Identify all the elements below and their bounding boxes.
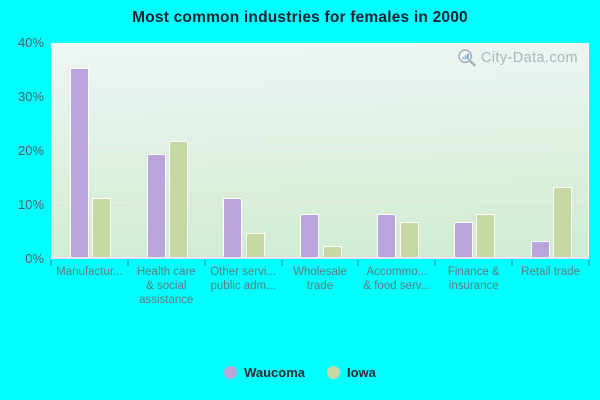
x-axis-tick — [203, 260, 206, 266]
legend-label: Iowa — [347, 365, 376, 380]
legend-label: Waucoma — [244, 365, 305, 380]
x-axis-tick — [511, 260, 514, 266]
iowa-bar — [553, 186, 573, 257]
waucoma-bar — [453, 221, 473, 257]
legend: Waucoma Iowa — [0, 365, 600, 380]
x-axis-tick — [434, 260, 437, 266]
watermark: City-Data.com — [457, 48, 578, 68]
x-axis-tick — [280, 260, 283, 266]
legend-item-iowa: Iowa — [327, 365, 376, 380]
x-category-label: Manufactur... — [56, 266, 123, 278]
waucoma-bar — [377, 213, 397, 257]
chart-title: Most common industries for females in 20… — [132, 9, 468, 26]
y-tick-label: 0% — [25, 251, 44, 266]
x-category-label: Other servi... public adm... — [210, 266, 277, 292]
x-category-label: Health care & social assistance — [136, 266, 196, 306]
iowa-bar — [92, 197, 112, 257]
x-category-label: Retail trade — [521, 266, 580, 278]
x-axis-tick — [126, 260, 129, 266]
waucoma-bar — [146, 154, 166, 257]
waucoma-bar — [223, 197, 243, 257]
x-axis-tick — [50, 260, 52, 266]
iowa-bar — [169, 140, 189, 257]
gridline-30 — [52, 94, 588, 95]
gridline-10 — [52, 202, 588, 203]
waucoma-bar — [300, 213, 320, 257]
watermark-text: City-Data.com — [480, 50, 578, 66]
legend-swatch-icon — [327, 366, 340, 379]
x-category-label: Wholesale trade — [293, 266, 347, 292]
y-tick-label: 30% — [17, 89, 44, 104]
x-axis-tick — [357, 260, 360, 266]
iowa-bar — [399, 221, 419, 257]
legend-item-waucoma: Waucoma — [224, 365, 305, 380]
iowa-bar — [245, 232, 265, 257]
legend-swatch-icon — [224, 366, 238, 379]
iowa-bar — [322, 246, 342, 257]
waucoma-bar — [69, 68, 89, 257]
iowa-bar — [476, 213, 496, 257]
city-data-logo-icon — [458, 49, 476, 67]
x-axis-tick — [588, 260, 590, 266]
waucoma-bar — [530, 240, 550, 257]
y-tick-label: 40% — [17, 35, 44, 50]
y-tick-label: 10% — [17, 197, 44, 212]
y-tick-label: 20% — [17, 143, 44, 158]
gridline-20 — [52, 148, 588, 149]
x-category-label: Finance & insurance — [447, 266, 500, 292]
plot-area — [51, 43, 589, 259]
x-category-label: Accommo... & food serv... — [363, 266, 431, 292]
